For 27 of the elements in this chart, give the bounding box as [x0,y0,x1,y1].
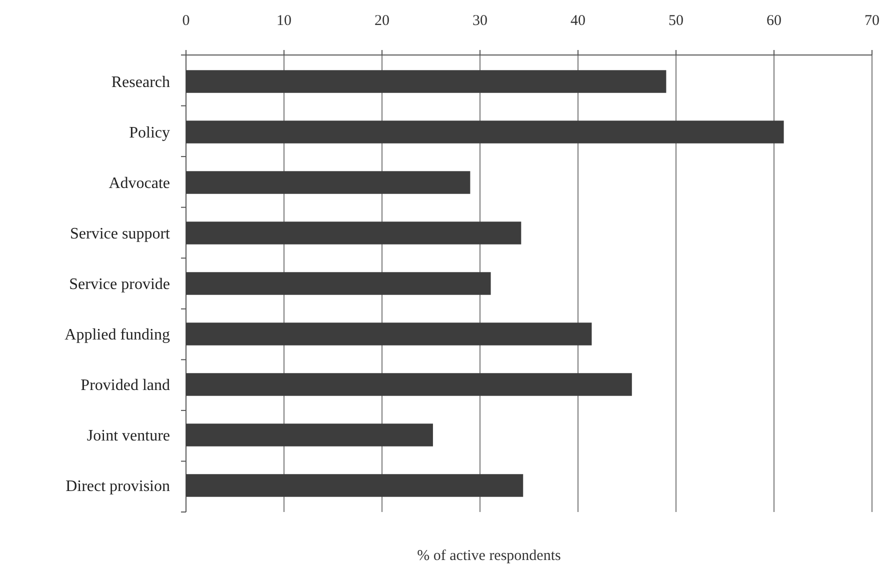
bar [186,222,522,244]
bar [186,322,592,346]
y-tick-label: Research [111,74,170,92]
x-tick-label: 50 [668,13,684,29]
x-tick-label: 70 [864,13,880,29]
bar [186,474,524,497]
x-tick-label: 30 [472,13,488,29]
y-tick-label: Provided land [80,377,170,394]
x-axis-title: % of active respondents [417,548,562,564]
y-tick-label: Service provide [69,276,170,294]
x-tick-label: 0 [182,13,190,29]
y-tick-label: Joint venture [86,428,170,445]
bar [186,424,433,446]
y-tick-label: Applied funding [64,326,170,344]
bar [186,272,491,295]
y-tick-label: Direct provision [66,478,170,496]
x-tick-label: 40 [570,13,586,29]
x-tick-label: 20 [374,13,390,29]
bar [186,373,632,396]
x-tick-label: 10 [276,13,292,29]
bar [186,171,470,194]
x-tick-label: 60 [766,13,782,29]
bar [186,70,666,93]
y-tick-label: Policy [129,124,170,142]
y-tick-label: Service support [70,226,171,243]
y-tick-label: Advocate [108,175,170,192]
bar [186,120,784,144]
